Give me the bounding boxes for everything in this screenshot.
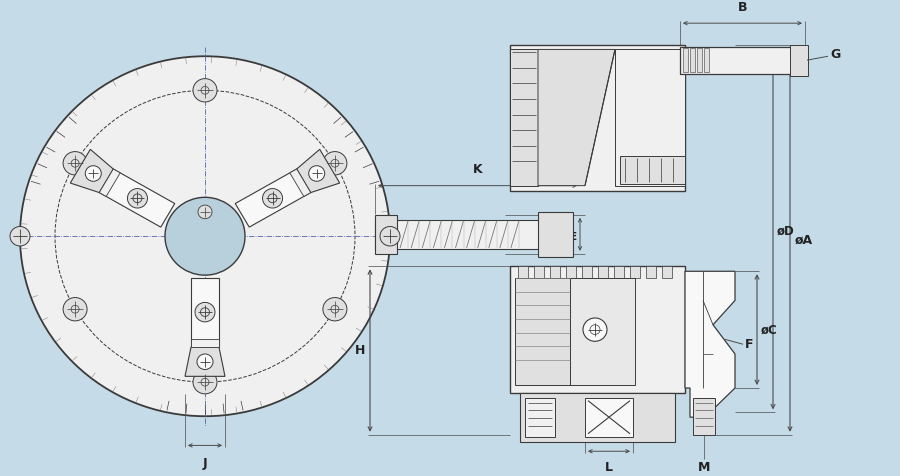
Bar bbox=[704, 49, 709, 72]
Circle shape bbox=[86, 166, 102, 181]
Bar bbox=[375, 220, 540, 249]
Bar bbox=[538, 212, 573, 257]
Circle shape bbox=[197, 354, 213, 369]
Bar bbox=[520, 393, 675, 442]
Circle shape bbox=[193, 79, 217, 102]
Circle shape bbox=[583, 318, 607, 341]
Bar bbox=[582, 267, 592, 278]
Text: H: H bbox=[355, 344, 365, 357]
Bar bbox=[683, 49, 688, 72]
Bar bbox=[598, 267, 608, 278]
Text: øE: øE bbox=[562, 231, 578, 241]
Bar bbox=[646, 267, 656, 278]
Circle shape bbox=[323, 151, 346, 175]
Bar bbox=[790, 45, 808, 76]
Bar bbox=[510, 50, 538, 186]
Bar bbox=[662, 267, 672, 278]
Bar bbox=[697, 49, 702, 72]
Text: øC: øC bbox=[761, 323, 778, 336]
Circle shape bbox=[63, 151, 87, 175]
Text: F: F bbox=[745, 338, 753, 351]
Bar bbox=[680, 47, 805, 74]
Bar bbox=[550, 267, 560, 278]
Bar bbox=[630, 267, 640, 278]
Text: B: B bbox=[738, 1, 747, 14]
Circle shape bbox=[380, 227, 400, 246]
Bar bbox=[510, 45, 685, 190]
Bar bbox=[510, 267, 685, 393]
Bar bbox=[693, 398, 715, 435]
Bar bbox=[614, 267, 624, 278]
Bar bbox=[375, 215, 397, 254]
Circle shape bbox=[309, 166, 325, 181]
Polygon shape bbox=[191, 339, 219, 347]
Polygon shape bbox=[297, 149, 339, 193]
Polygon shape bbox=[685, 271, 735, 417]
Circle shape bbox=[263, 188, 283, 208]
Polygon shape bbox=[99, 169, 175, 227]
Text: øA: øA bbox=[795, 233, 813, 246]
Circle shape bbox=[128, 188, 148, 208]
Polygon shape bbox=[70, 149, 113, 193]
Text: L: L bbox=[605, 461, 613, 474]
Bar bbox=[570, 278, 635, 385]
Circle shape bbox=[198, 205, 212, 219]
Circle shape bbox=[63, 298, 87, 321]
Polygon shape bbox=[290, 169, 310, 197]
Bar bbox=[615, 50, 685, 186]
Circle shape bbox=[193, 370, 217, 394]
Polygon shape bbox=[538, 50, 615, 186]
Text: G: G bbox=[830, 48, 841, 61]
Polygon shape bbox=[99, 169, 121, 197]
Text: K: K bbox=[472, 163, 482, 176]
Circle shape bbox=[165, 198, 245, 275]
Polygon shape bbox=[185, 347, 225, 377]
Polygon shape bbox=[235, 169, 310, 227]
Text: M: M bbox=[698, 461, 710, 474]
Circle shape bbox=[10, 227, 30, 246]
Bar bbox=[534, 267, 544, 278]
Text: øD: øD bbox=[777, 224, 795, 238]
Bar bbox=[566, 267, 576, 278]
Circle shape bbox=[323, 298, 346, 321]
Bar bbox=[585, 398, 633, 436]
Bar bbox=[518, 267, 528, 278]
Polygon shape bbox=[191, 278, 219, 347]
Bar bbox=[620, 157, 685, 184]
Bar bbox=[515, 278, 570, 385]
Text: J: J bbox=[202, 457, 207, 470]
Bar bbox=[525, 398, 555, 436]
Circle shape bbox=[195, 302, 215, 322]
Bar bbox=[690, 49, 695, 72]
Circle shape bbox=[20, 56, 390, 416]
